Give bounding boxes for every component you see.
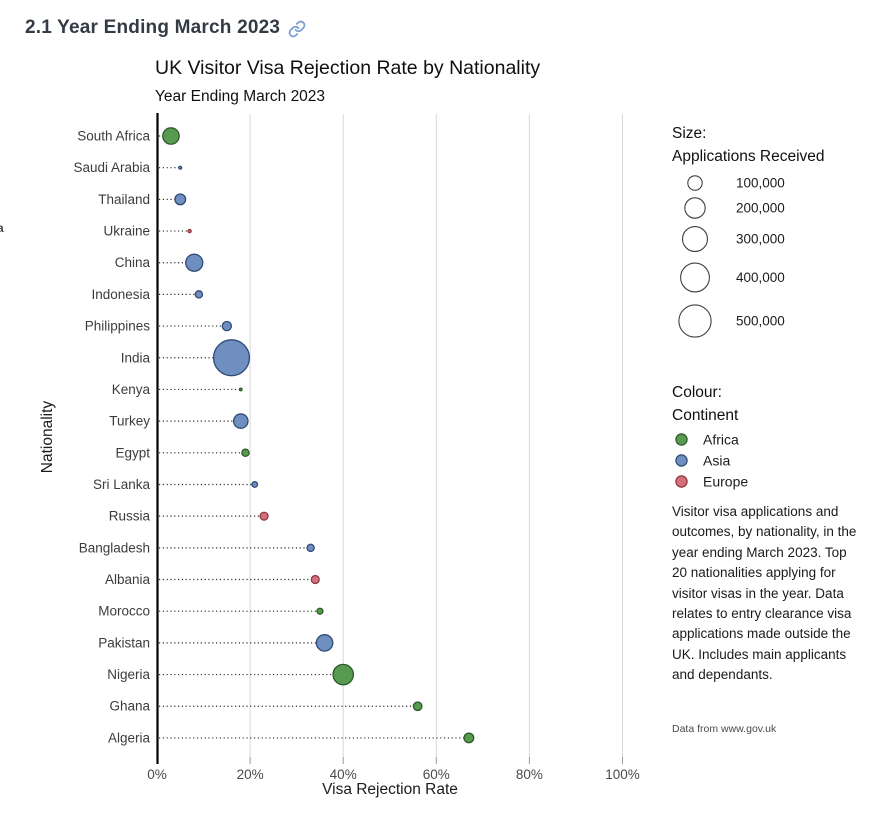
bubble-south-africa [162,127,180,145]
y-label-nigeria: Nigeria [107,667,150,682]
colour-legend-header: Colour: Continent [672,381,738,427]
bubble-algeria [463,732,475,744]
size-legend-circle-200000 [684,197,706,219]
section-heading-text: 2.1 Year Ending March 2023 [25,17,281,38]
bubble-morocco [316,607,324,615]
size-legend-circle-400000 [680,262,710,293]
bubble-turkey [232,413,249,429]
bubble-sri-lanka [251,481,259,488]
y-label-albania: Albania [105,572,151,587]
size-legend-label-100000: 100,000 [736,176,785,191]
size-legend-label-500000: 500,000 [736,314,785,329]
y-label-india: India [121,350,151,365]
bubble-china [185,253,204,272]
colour-legend-title: Colour: [672,384,722,401]
size-legend-subtitle: Applications Received [672,148,825,165]
y-label-sri-lanka: Sri Lanka [93,477,151,492]
y-label-china: China [115,255,151,270]
bubble-philippines [221,320,233,332]
bubble-egypt [241,448,250,458]
size-legend-circle-100000 [687,175,703,191]
bubble-bangladesh [306,543,315,553]
colour-legend-swatch-africa [675,433,688,446]
bubble-pakistan [315,634,334,652]
section-heading: 2.1 Year Ending March 2023 [25,17,306,39]
y-label-pakistan: Pakistan [98,635,150,650]
bubble-ukraine [187,228,192,234]
y-label-egypt: Egypt [115,445,150,460]
bubble-indonesia [194,290,204,299]
bubble-albania [310,574,320,585]
bubble-thailand [174,193,187,206]
data-source-note: Data from www.gov.uk [672,723,777,735]
size-legend-label-300000: 300,000 [736,232,785,247]
size-legend-circle-500000 [678,304,712,338]
colour-legend-swatch-europe [675,475,688,488]
x-tick-label-40: 40% [330,767,357,782]
colour-legend-swatch-asia [675,454,688,467]
y-label-ghana: Ghana [109,699,150,714]
x-tick-label-60: 60% [423,767,450,782]
x-tick-label-0: 0% [147,767,167,782]
colour-legend-label-europe: Europe [703,473,748,489]
chart-title: UK Visitor Visa Rejection Rate by Nation… [155,57,541,79]
x-axis-title: Visa Rejection Rate [322,781,458,798]
bubble-nigeria [332,663,355,686]
y-label-ukraine: Ukraine [103,224,150,239]
y-label-indonesia: Indonesia [91,287,150,302]
chart-subtitle: Year Ending March 2023 [155,88,326,105]
bubble-kenya [238,387,243,392]
size-legend-label-400000: 400,000 [736,270,785,285]
chart-annotation: Visitor visa applications and outcomes, … [672,504,857,683]
size-legend-header: Size: Applications Received [672,122,825,168]
x-tick-label-100: 100% [605,767,640,782]
x-tick-label-20: 20% [237,767,264,782]
bubble-ghana [412,701,423,712]
clipped-edge-text: a [0,221,4,234]
x-tick-label-80: 80% [516,767,543,782]
size-legend-label-200000: 200,000 [736,201,785,216]
bubble-india [212,339,251,377]
y-label-thailand: Thailand [98,192,150,207]
y-label-turkey: Turkey [109,414,150,429]
size-legend-title: Size: [672,125,707,142]
y-label-russia: Russia [109,509,151,524]
colour-legend-label-asia: Asia [703,452,730,468]
bubble-saudi-arabia [178,165,183,170]
y-label-saudi-arabia: Saudi Arabia [73,160,150,175]
colour-legend-label-africa: Africa [703,431,739,447]
y-label-morocco: Morocco [98,604,150,619]
y-label-philippines: Philippines [85,319,151,334]
y-label-kenya: Kenya [112,382,151,397]
size-legend-circle-300000 [681,225,709,253]
y-label-bangladesh: Bangladesh [79,540,150,555]
colour-legend-subtitle: Continent [672,407,739,424]
bubble-russia [259,511,269,521]
y-label-south-africa: South Africa [77,129,150,144]
anchor-link-icon[interactable] [288,20,306,38]
y-label-algeria: Algeria [108,730,151,745]
